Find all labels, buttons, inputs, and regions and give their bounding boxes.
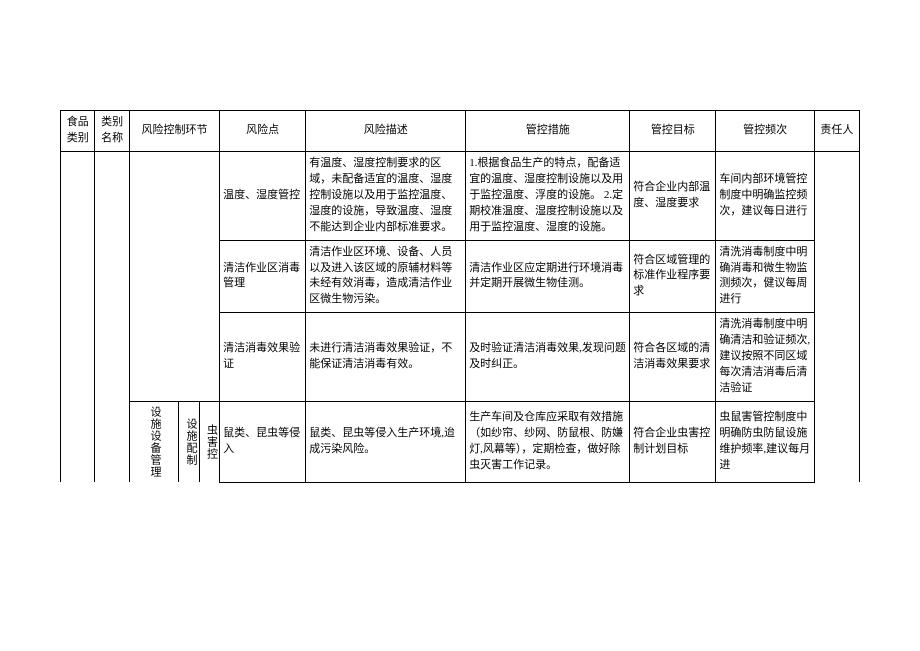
table-row: 温度、湿度管控 有温度、湿度控制要求的区域，未配备适宜的温度、湿度控制设施以及用… [61, 151, 860, 240]
header-row: 食品类别 类别名称 风险控制环节 风险点 风险描述 管控措施 管控目标 管控频次… [61, 111, 860, 152]
cell-freq: 车间内部环境管控制度中明确监控频次，建议每日进行 [716, 151, 814, 240]
cell-risk: 鼠类、昆虫等侵入 [220, 402, 306, 483]
cell-target: 符合各区域的清洁消毒效果要求 [630, 313, 716, 402]
cell-sub1: 设施配制 [179, 402, 200, 483]
cell-desc: 有温度、湿度控制要求的区域，未配备适宜的温度、湿度控制设施以及用于监控温度、湿度… [306, 151, 466, 240]
cell-desc: 未进行清洁消毒效果验证，不能保证清洁消毒有效。 [306, 313, 466, 402]
cell-measure: 1.根据食品生产的特点，配备适宜的温度、湿度控制设施以及用于监控温度、浮度的设施… [466, 151, 630, 240]
sub1-label: 设施配制 [182, 418, 198, 466]
link-label: 设施设备管理 [146, 406, 162, 478]
cell-food [61, 151, 95, 482]
cell-catname [95, 151, 129, 482]
col-catname: 类别名称 [95, 111, 129, 152]
cell-desc: 鼠类、昆虫等侵入生产环境,迨成污染风险。 [306, 402, 466, 483]
cell-freq: 清洗消毒制度中明确消毒和微生物监测频次，健议每周进行 [716, 240, 814, 313]
cell-target: 符合企业虫害控制计划目标 [630, 402, 716, 483]
col-risk: 风险点 [220, 111, 306, 152]
risk-control-table: 食品类别 类别名称 风险控制环节 风险点 风险描述 管控措施 管控目标 管控频次… [60, 110, 860, 483]
col-resp: 责任人 [814, 111, 859, 152]
cell-desc: 清洁作业区环境、设备、人员以及进入该区域的原辅材料等未经有效消毒，造成清洁作业区… [306, 240, 466, 313]
cell-freq: 虫鼠害管控制度中明确防虫防鼠设施维护频率,建议每月进 [716, 402, 814, 483]
cell-risk: 清洁消毒效果验证 [220, 313, 306, 402]
col-link: 风险控制环节 [129, 111, 219, 152]
cell-freq: 清洗消毒制度中明确清洁和验证频次,建议按照不同区域每次清洁消毒后清洁验证 [716, 313, 814, 402]
cell-measure: 生产车间及仓库应采取有效措施（如纱帘、纱网、防鼠根、防嫌灯,风幕等），定期检查，… [466, 402, 630, 483]
cell-risk: 温度、湿度管控 [220, 151, 306, 240]
cell-target: 符合区域管理的标准作业程序要求 [630, 240, 716, 313]
col-desc: 风险描述 [306, 111, 466, 152]
cell-sub2: 虫害控 [199, 402, 220, 483]
cell-risk: 清洁作业区消毒管理 [220, 240, 306, 313]
cell-resp [814, 151, 859, 482]
cell-target: 符合企业内部温度、湿度要求 [630, 151, 716, 240]
cell-measure: 清洁作业区应定期进行环境消毒并定期开展微生物佳测。 [466, 240, 630, 313]
cell-link-upper [129, 151, 219, 401]
cell-measure: 及时验证清洁消毒效果,发现问题及时纠正。 [466, 313, 630, 402]
table-row: 设施设备管理 设施配制 虫害控 鼠类、昆虫等侵入 鼠类、昆虫等侵入生产环境,迨成… [61, 402, 860, 483]
col-measure: 管控措施 [466, 111, 630, 152]
sub2-label: 虫害控 [203, 424, 219, 460]
col-freq: 管控频次 [716, 111, 814, 152]
col-target: 管控目标 [630, 111, 716, 152]
cell-link: 设施设备管理 [129, 402, 178, 483]
col-food: 食品类别 [61, 111, 95, 152]
